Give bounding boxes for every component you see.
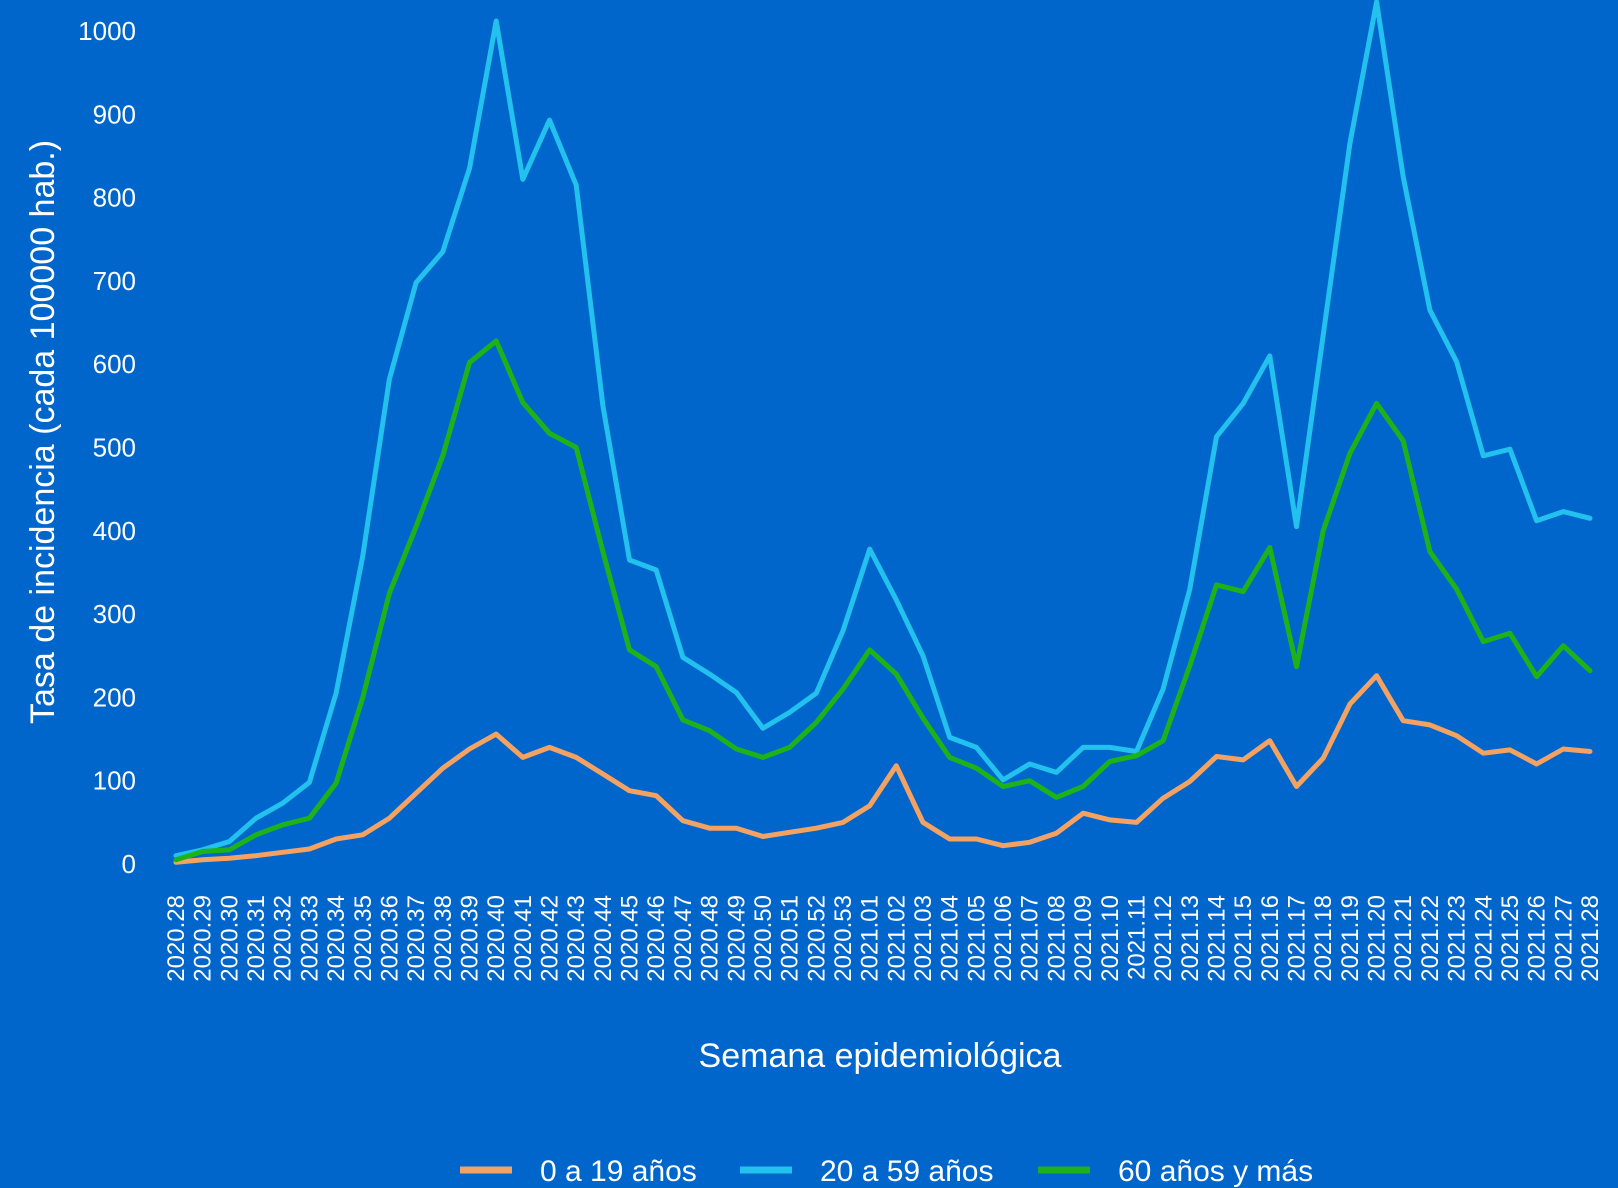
x-tick-label: 2020.32 xyxy=(270,895,297,982)
x-tick-label: 2020.30 xyxy=(216,895,243,982)
x-tick-label: 2021.05 xyxy=(963,895,990,982)
x-tick-label: 2021.06 xyxy=(990,895,1017,982)
x-tick-label: 2021.16 xyxy=(1257,895,1284,982)
x-tick-label: 2020.50 xyxy=(750,895,777,982)
x-tick-label: 2021.24 xyxy=(1470,895,1497,982)
x-axis-title: Semana epidemiológica xyxy=(699,1037,1062,1075)
y-axis-ticks: 0 100 200 300 400 500 600 700 800 900 1000 xyxy=(78,16,136,879)
y-tick-label: 500 xyxy=(93,433,136,463)
x-tick-label: 2021.04 xyxy=(937,895,964,982)
x-tick-label: 2020.33 xyxy=(296,895,323,982)
x-tick-label: 2020.48 xyxy=(697,895,724,982)
y-tick-label: 100 xyxy=(93,766,136,796)
y-tick-label: 900 xyxy=(93,99,136,129)
series-line-3 xyxy=(173,338,1593,863)
y-tick-label: 1000 xyxy=(78,16,136,46)
x-tick-label: 2021.10 xyxy=(1097,895,1124,982)
x-tick-label: 2021.07 xyxy=(1017,895,1044,982)
x-tick-label: 2020.38 xyxy=(430,895,457,982)
y-tick-label: 400 xyxy=(93,516,136,546)
y-tick-label: 0 xyxy=(122,849,136,879)
x-tick-label: 2020.53 xyxy=(830,895,857,982)
series-lines xyxy=(173,0,1593,865)
x-tick-label: 2021.27 xyxy=(1550,895,1577,982)
x-tick-label: 2021.08 xyxy=(1043,895,1070,982)
x-tick-label: 2021.21 xyxy=(1390,895,1417,982)
legend-label: 20 a 59 años xyxy=(820,1155,993,1188)
y-axis-title: Tasa de incidencia (cada 100000 hab.) xyxy=(24,140,62,724)
legend: 0 a 19 años 20 a 59 años 60 años y más xyxy=(460,1155,1313,1188)
x-tick-label: 2020.42 xyxy=(537,895,564,982)
y-tick-label: 200 xyxy=(93,682,136,712)
x-tick-label: 2020.34 xyxy=(323,895,350,982)
x-tick-label: 2021.17 xyxy=(1284,895,1311,982)
x-tick-label: 2020.51 xyxy=(777,895,804,982)
x-tick-label: 2021.18 xyxy=(1310,895,1337,982)
y-tick-label: 300 xyxy=(93,599,136,629)
x-tick-label: 2020.29 xyxy=(190,895,217,982)
x-tick-label: 2021.20 xyxy=(1364,895,1391,982)
x-tick-label: 2020.41 xyxy=(510,895,537,982)
x-tick-label: 2021.01 xyxy=(857,895,884,982)
x-tick-label: 2021.03 xyxy=(910,895,937,982)
x-tick-label: 2020.43 xyxy=(563,895,590,982)
x-tick-label: 2020.39 xyxy=(456,895,483,982)
legend-label: 0 a 19 años xyxy=(540,1155,697,1188)
x-tick-label: 2020.49 xyxy=(723,895,750,982)
x-tick-label: 2021.28 xyxy=(1577,895,1604,982)
x-tick-label: 2020.31 xyxy=(243,895,270,982)
x-tick-label: 2021.02 xyxy=(883,895,910,982)
y-tick-label: 700 xyxy=(93,266,136,296)
x-tick-label: 2021.19 xyxy=(1337,895,1364,982)
x-tick-label: 2021.26 xyxy=(1524,895,1551,982)
legend-label: 60 años y más xyxy=(1118,1155,1313,1188)
y-tick-label: 800 xyxy=(93,183,136,213)
x-tick-label: 2021.09 xyxy=(1070,895,1097,982)
x-tick-label: 2021.23 xyxy=(1444,895,1471,982)
x-tick-label: 2020.35 xyxy=(350,895,377,982)
x-tick-label: 2021.11 xyxy=(1123,895,1150,980)
y-tick-label: 600 xyxy=(93,349,136,379)
series-line-2 xyxy=(173,0,1593,859)
x-tick-label: 2021.25 xyxy=(1497,895,1524,982)
x-tick-label: 2021.22 xyxy=(1417,895,1444,982)
x-tick-label: 2020.44 xyxy=(590,895,617,982)
x-tick-label: 2020.37 xyxy=(403,895,430,982)
x-tick-label: 2021.12 xyxy=(1150,895,1177,982)
series-line-1 xyxy=(173,673,1593,865)
x-tick-label: 2020.46 xyxy=(643,895,670,982)
x-tick-label: 2020.47 xyxy=(670,895,697,982)
x-tick-label: 2020.52 xyxy=(803,895,830,982)
x-tick-label: 2020.28 xyxy=(163,895,190,982)
x-tick-label: 2020.36 xyxy=(376,895,403,982)
x-axis-ticks: 2020.28 2020.29 2020.30 2020.31 2020.32 2020.… xyxy=(163,895,1604,982)
x-tick-label: 2020.45 xyxy=(617,895,644,982)
x-tick-label: 2021.13 xyxy=(1177,895,1204,982)
x-tick-label: 2021.15 xyxy=(1230,895,1257,982)
x-tick-label: 2020.40 xyxy=(483,895,510,982)
x-tick-label: 2021.14 xyxy=(1203,895,1230,982)
